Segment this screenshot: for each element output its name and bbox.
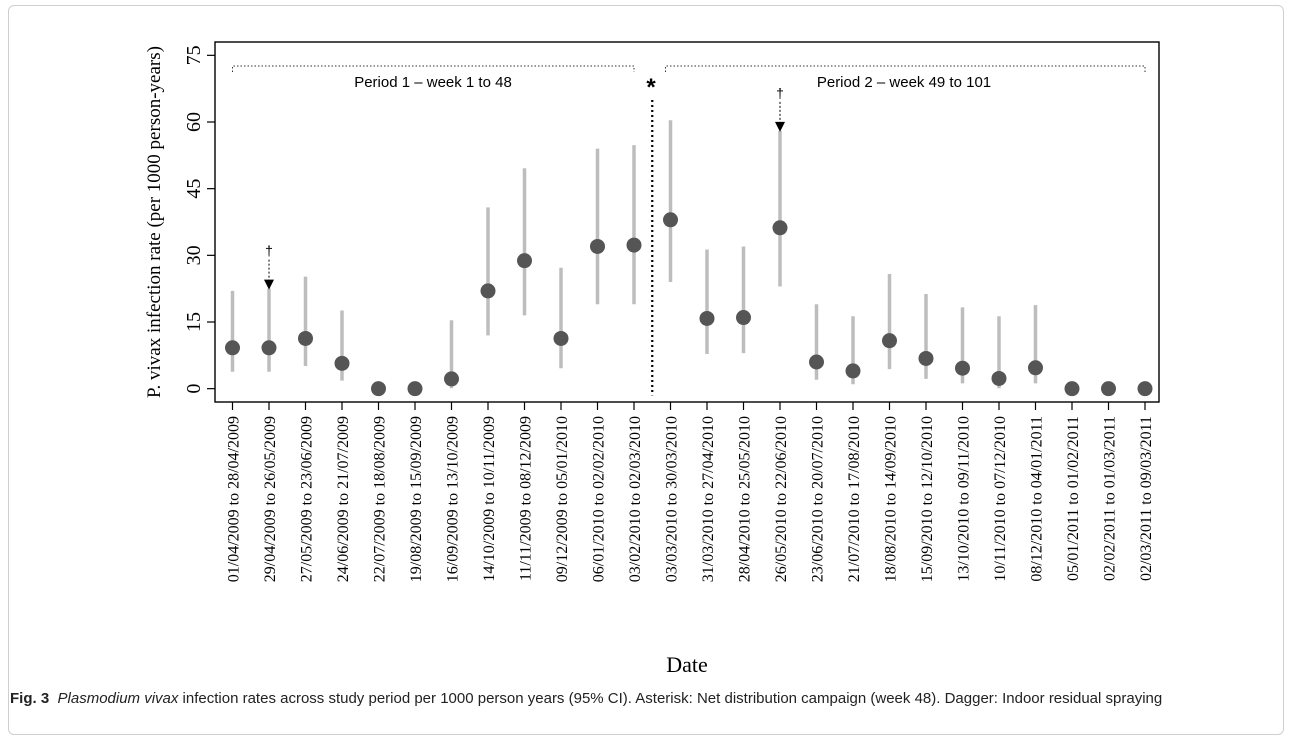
x-tick-label: 06/01/2010 to 02/02/2010: [591, 416, 608, 582]
chart: P. vivax infection rate (per 1000 person…: [144, 41, 1160, 677]
caption-species: Plasmodium vivax: [57, 690, 179, 707]
data-point: [298, 330, 313, 346]
data-point: [845, 363, 861, 379]
x-tick-label: 02/03/2011 to 09/03/2011: [1138, 416, 1155, 581]
y-tick-label: 30: [183, 245, 205, 265]
x-tick-label: 03/03/2010 to 30/03/2010: [664, 416, 681, 582]
data-point: [517, 253, 532, 269]
data-point: [772, 220, 788, 236]
caption-label: Fig. 3: [10, 690, 50, 707]
dagger-markers: ††: [264, 85, 785, 290]
plot-area: [214, 41, 1160, 403]
y-tick-label: 75: [183, 45, 205, 65]
data-point: [955, 360, 970, 376]
confidence-intervals: [230, 120, 1038, 389]
data-point: [553, 330, 569, 346]
period-bracket: [232, 65, 635, 72]
y-tick-label: 15: [183, 312, 205, 332]
x-tick-label: 08/12/2010 to 04/01/2011: [1029, 416, 1046, 582]
x-tick-label: 26/05/2010 to 22/06/2010: [773, 416, 790, 582]
data-point: [444, 371, 459, 387]
x-tick-label: 03/02/2010 to 02/03/2010: [627, 416, 644, 582]
data-point: [334, 355, 350, 371]
y-tick-label: 60: [183, 112, 205, 132]
x-tick-label: 14/10/2009 to 10/11/2009: [481, 416, 498, 582]
x-tick-label: 27/05/2009 to 23/06/2009: [299, 416, 316, 582]
caption-text: infection rates across study period per …: [178, 690, 1163, 707]
data-point: [736, 310, 751, 326]
x-tick-label: 28/04/2010 to 25/05/2010: [737, 416, 754, 582]
figure-frame: [8, 5, 1284, 735]
x-tick-label: 05/01/2011 to 01/02/2011: [1065, 416, 1082, 581]
y-axis: 0 15 30 45 60 75: [183, 45, 215, 394]
x-tick-label: 10/11/2010 to 07/12/2010: [992, 416, 1009, 582]
data-point: [261, 340, 277, 356]
x-tick-label: 18/08/2010 to 14/09/2010: [883, 416, 900, 582]
x-tick-label: 15/09/2010 to 12/10/2010: [919, 416, 936, 582]
data-point: [809, 354, 824, 370]
x-tick-label: 31/03/2010 to 27/04/2010: [700, 416, 717, 582]
data-point: [882, 333, 897, 349]
x-tick-label: 19/08/2009 to 15/09/2009: [408, 416, 425, 582]
y-axis-label: P. vivax infection rate (per 1000 person…: [144, 46, 165, 398]
data-point: [699, 310, 715, 326]
data-point: [626, 237, 642, 253]
data-point: [991, 370, 1007, 386]
data-point: [1137, 381, 1153, 397]
x-tick-label: 24/06/2009 to 21/07/2009: [335, 416, 352, 582]
data-point: [1064, 381, 1080, 397]
data-points: [225, 212, 1153, 397]
period-2-label: Period 2 – week 49 to 101: [817, 74, 991, 91]
dagger-arrowhead: [264, 279, 274, 290]
asterisk-marker: *: [646, 74, 656, 101]
data-point: [1101, 381, 1116, 397]
data-point: [371, 381, 386, 397]
dagger-symbol: †: [776, 85, 784, 101]
x-tick-label: 13/10/2010 to 09/11/2010: [956, 416, 973, 582]
data-point: [407, 381, 423, 397]
x-tick-label: 09/12/2009 to 05/01/2010: [554, 416, 571, 582]
data-point: [1028, 360, 1043, 376]
x-tick-label: 01/04/2009 to 28/04/2009: [226, 416, 243, 582]
data-point: [225, 340, 240, 356]
period-brackets: [232, 65, 1146, 396]
x-tick-label: 21/07/2010 to 17/08/2010: [846, 416, 863, 582]
data-point: [918, 350, 934, 366]
y-tick-label: 0: [183, 384, 205, 394]
period-bracket: [665, 65, 1146, 72]
x-tick-label: 22/07/2009 to 18/08/2009: [372, 416, 389, 582]
x-tick-label: 23/06/2010 to 20/07/2010: [810, 416, 827, 582]
x-tick-label: 29/04/2009 to 26/05/2009: [262, 416, 279, 582]
x-tick-label: 11/11/2009 to 08/12/2009: [518, 416, 535, 581]
dagger-symbol: †: [265, 243, 273, 259]
x-axis-label: Date: [666, 652, 708, 677]
dagger-arrowhead: [775, 121, 785, 132]
x-tick-label: 02/02/2011 to 01/03/2011: [1102, 416, 1119, 581]
figure-caption: Fig. 3 Plasmodium vivax infection rates …: [10, 689, 1280, 709]
y-tick-label: 45: [183, 179, 205, 199]
period-1-label: Period 1 – week 1 to 48: [354, 74, 512, 91]
x-axis: 01/04/2009 to 28/04/2009 29/04/2009 to 26…: [226, 402, 1155, 582]
data-point: [590, 238, 605, 254]
data-point: [663, 212, 678, 228]
x-tick-label: 16/09/2009 to 13/10/2009: [445, 416, 462, 582]
data-point: [480, 283, 496, 299]
